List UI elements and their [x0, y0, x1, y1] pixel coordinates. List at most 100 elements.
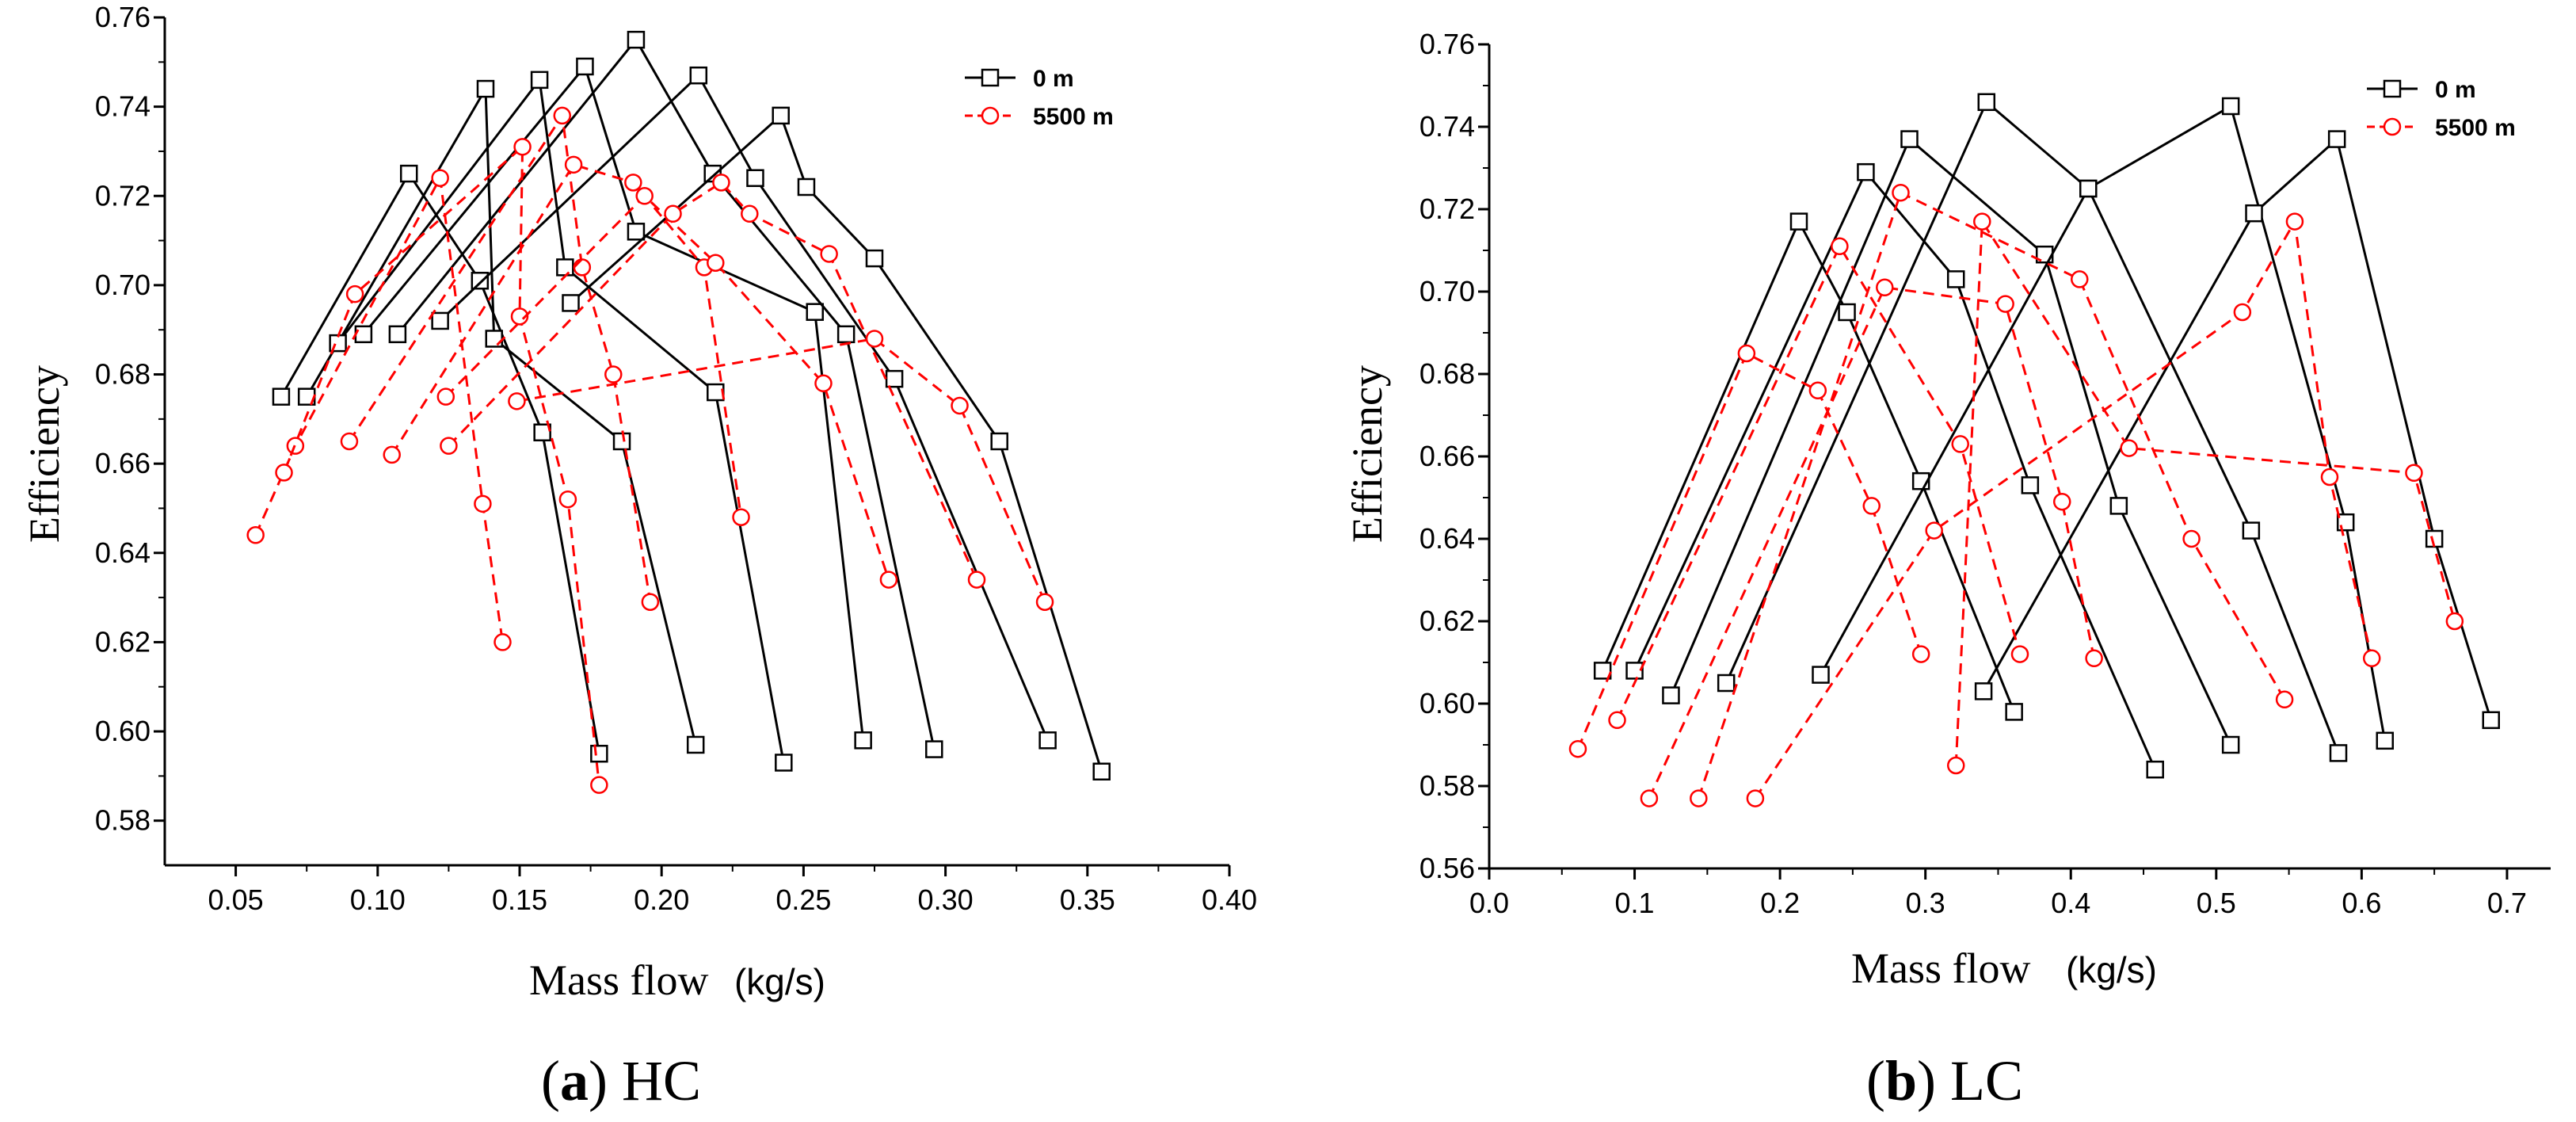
- data-point-square: [590, 744, 608, 763]
- data-point-square: [1977, 93, 1996, 112]
- y-tick-label: 0.64: [95, 536, 151, 569]
- series-line-5500m: [1648, 286, 2096, 800]
- data-point-circle: [510, 307, 529, 326]
- chart-panel-lc: 0.56 0.58 0.60 0.62 0.64 0.66 0.68 0.70 0.72 0.74…: [1419, 28, 2551, 919]
- y-tick-label: 0.70: [95, 269, 151, 301]
- x-tick-label: 0.30: [918, 883, 974, 916]
- x-tick-label: 0.05: [208, 883, 264, 916]
- x-axis-label-hc: Mass flow (kg/s): [529, 956, 825, 1004]
- data-point-square: [836, 325, 855, 344]
- x-tick-label: 0.7: [2487, 887, 2527, 919]
- data-point-circle: [641, 593, 660, 611]
- data-point-circle: [246, 526, 265, 544]
- data-point-square: [990, 432, 1008, 451]
- data-point-circle: [712, 174, 730, 192]
- data-point-circle: [2233, 303, 2252, 322]
- data-point-circle: [604, 365, 623, 384]
- data-point-circle: [820, 245, 838, 263]
- x-axis-unit-hc: (kg/s): [734, 961, 825, 1002]
- data-point-circle: [1831, 237, 1849, 256]
- x-axis-label-hc-text: Mass flow: [529, 956, 709, 1004]
- data-point-circle: [383, 445, 401, 464]
- data-point-circle: [2010, 645, 2029, 663]
- data-point-circle: [814, 374, 833, 393]
- data-point-square: [354, 325, 373, 344]
- data-point-circle: [558, 490, 577, 509]
- data-point-square: [772, 106, 790, 125]
- data-point-circle: [1808, 381, 1827, 400]
- data-point-circle: [1996, 295, 2014, 313]
- chart-panel-hc: 0.58 0.60 0.62 0.64 0.66 0.68 0.70 0.72 0.74 0.76…: [95, 1, 1257, 916]
- legend-label: 0 m: [2435, 77, 2476, 103]
- caption-hc: (a) HC: [541, 1049, 701, 1112]
- caption-lc-open: (: [1866, 1049, 1885, 1112]
- data-point-circle: [431, 169, 449, 187]
- data-point-square: [2327, 130, 2346, 148]
- data-point-circle: [732, 508, 750, 526]
- data-point-square: [2005, 703, 2023, 721]
- data-point-square: [562, 294, 580, 312]
- data-point-circle: [1973, 212, 1991, 231]
- data-point-circle: [1568, 739, 1587, 758]
- data-point-square: [530, 71, 549, 90]
- data-point-square: [2482, 711, 2500, 730]
- data-point-square: [2221, 735, 2240, 754]
- data-point-circle: [879, 571, 898, 589]
- data-point-square: [1857, 162, 1875, 181]
- data-point-square: [612, 432, 631, 451]
- data-point-square: [556, 258, 574, 277]
- data-point-square: [1900, 130, 1919, 148]
- data-point-circle: [513, 138, 532, 156]
- data-point-circle: [345, 284, 364, 303]
- data-point-circle: [440, 437, 458, 455]
- data-point-square: [1092, 762, 1111, 780]
- data-point-square: [485, 330, 503, 348]
- data-point-square: [2376, 731, 2394, 750]
- data-point-square: [2221, 97, 2240, 116]
- data-point-circle: [2182, 529, 2201, 548]
- data-point-square: [2109, 497, 2128, 515]
- data-point-square: [2242, 521, 2261, 540]
- data-point-circle: [564, 155, 583, 174]
- data-point-square: [689, 66, 708, 85]
- data-point-square: [2079, 179, 2098, 198]
- y-tick-label: 0.72: [1419, 193, 1475, 225]
- series-line-0m: [1820, 104, 2387, 742]
- y-tick-label: 0.66: [1419, 440, 1475, 472]
- x-tick-label: 0.6: [2342, 887, 2381, 919]
- data-point-square: [2245, 204, 2263, 223]
- data-point-square: [865, 249, 884, 268]
- series-line-5500m: [348, 112, 652, 602]
- caption-hc-open: (: [541, 1049, 560, 1112]
- data-point-square: [2329, 744, 2348, 762]
- data-point-circle: [865, 330, 884, 348]
- series-line-0m: [1982, 136, 2493, 721]
- data-point-circle: [2071, 270, 2089, 288]
- data-point-circle: [1876, 278, 1894, 297]
- data-point-square: [2021, 476, 2040, 494]
- caption-lc-close: ): [1917, 1049, 1936, 1112]
- data-point-circle: [436, 387, 455, 406]
- data-point-circle: [2445, 612, 2464, 631]
- series-line-5500m: [444, 194, 890, 581]
- data-point-circle: [967, 571, 986, 589]
- series-line-0m: [362, 63, 865, 741]
- data-point-circle: [2052, 492, 2071, 511]
- data-point-circle: [1746, 789, 1765, 807]
- data-point-square: [925, 740, 943, 758]
- x-tick-label: 0.0: [1469, 887, 1509, 919]
- data-point-square: [775, 754, 793, 772]
- data-point-circle: [2405, 464, 2423, 483]
- data-point-square: [1974, 682, 1993, 700]
- y-tick-label: 0.68: [1419, 357, 1475, 390]
- data-point-square: [1038, 731, 1057, 750]
- data-point-circle: [2320, 468, 2339, 487]
- y-tick-label: 0.62: [1419, 605, 1475, 637]
- data-point-circle: [1640, 789, 1659, 807]
- legend-label: 0 m: [1033, 66, 1074, 92]
- caption-lc-letter: b: [1885, 1049, 1917, 1112]
- data-point-circle: [1737, 344, 1756, 363]
- data-point-circle: [508, 392, 526, 410]
- data-point-square: [854, 731, 872, 750]
- y-tick-label: 0.74: [95, 90, 151, 123]
